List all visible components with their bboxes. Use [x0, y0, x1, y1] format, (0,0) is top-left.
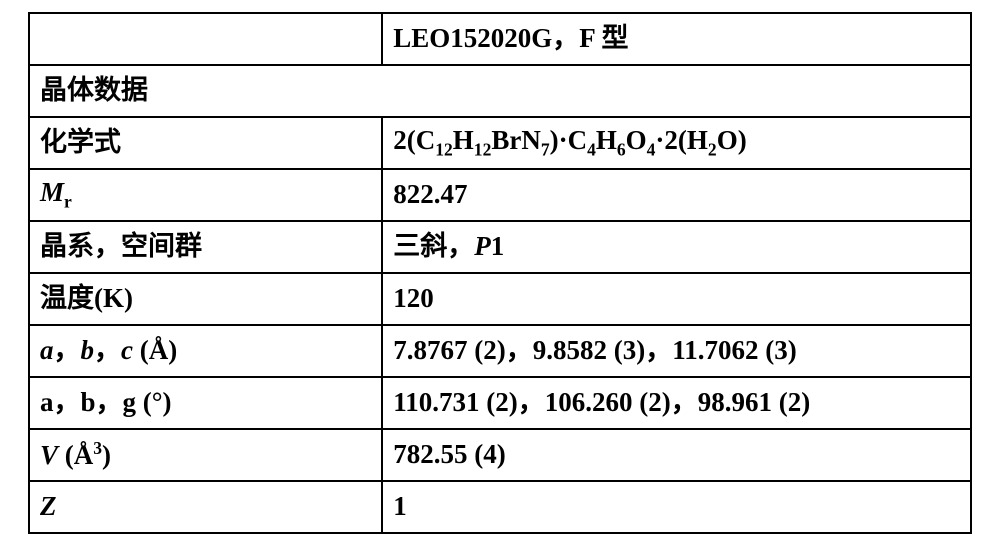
row-label: V (Å3): [29, 429, 382, 481]
row-label: 温度(K): [29, 273, 382, 325]
row-value: 782.55 (4): [382, 429, 971, 481]
row-label: Mr: [29, 169, 382, 221]
crystal-data-table-container: LEO152020G，F 型 晶体数据 化学式 2(C12H12BrN7)·C4…: [0, 0, 1000, 523]
table-row: 晶体数据: [29, 65, 971, 117]
table-row: a，b，c (Å) 7.8767 (2)，9.8582 (3)，11.7062 …: [29, 325, 971, 377]
row-value: 2(C12H12BrN7)·C4H6O4·2(H2O): [382, 117, 971, 169]
title-cell: LEO152020G，F 型: [382, 13, 971, 65]
row-label: a，b，c (Å): [29, 325, 382, 377]
row-label: 化学式: [29, 117, 382, 169]
row-value: 110.731 (2)，106.260 (2)，98.961 (2): [382, 377, 971, 429]
row-value: 822.47: [382, 169, 971, 221]
crystal-data-table: LEO152020G，F 型 晶体数据 化学式 2(C12H12BrN7)·C4…: [28, 12, 972, 534]
empty-cell: [29, 13, 382, 65]
table-row: 晶系，空间群 三斜，P1: [29, 221, 971, 273]
table-row: Z 1: [29, 481, 971, 533]
table-row: 化学式 2(C12H12BrN7)·C4H6O4·2(H2O): [29, 117, 971, 169]
row-label: Z: [29, 481, 382, 533]
table-row: 温度(K) 120: [29, 273, 971, 325]
section-header: 晶体数据: [29, 65, 971, 117]
table-row: LEO152020G，F 型: [29, 13, 971, 65]
row-value: 7.8767 (2)，9.8582 (3)，11.7062 (3): [382, 325, 971, 377]
row-value: 120: [382, 273, 971, 325]
table-row: a，b，g (°) 110.731 (2)，106.260 (2)，98.961…: [29, 377, 971, 429]
row-label: 晶系，空间群: [29, 221, 382, 273]
row-value: 1: [382, 481, 971, 533]
table-row: V (Å3) 782.55 (4): [29, 429, 971, 481]
table-row: Mr 822.47: [29, 169, 971, 221]
row-value: 三斜，P1: [382, 221, 971, 273]
row-label: a，b，g (°): [29, 377, 382, 429]
